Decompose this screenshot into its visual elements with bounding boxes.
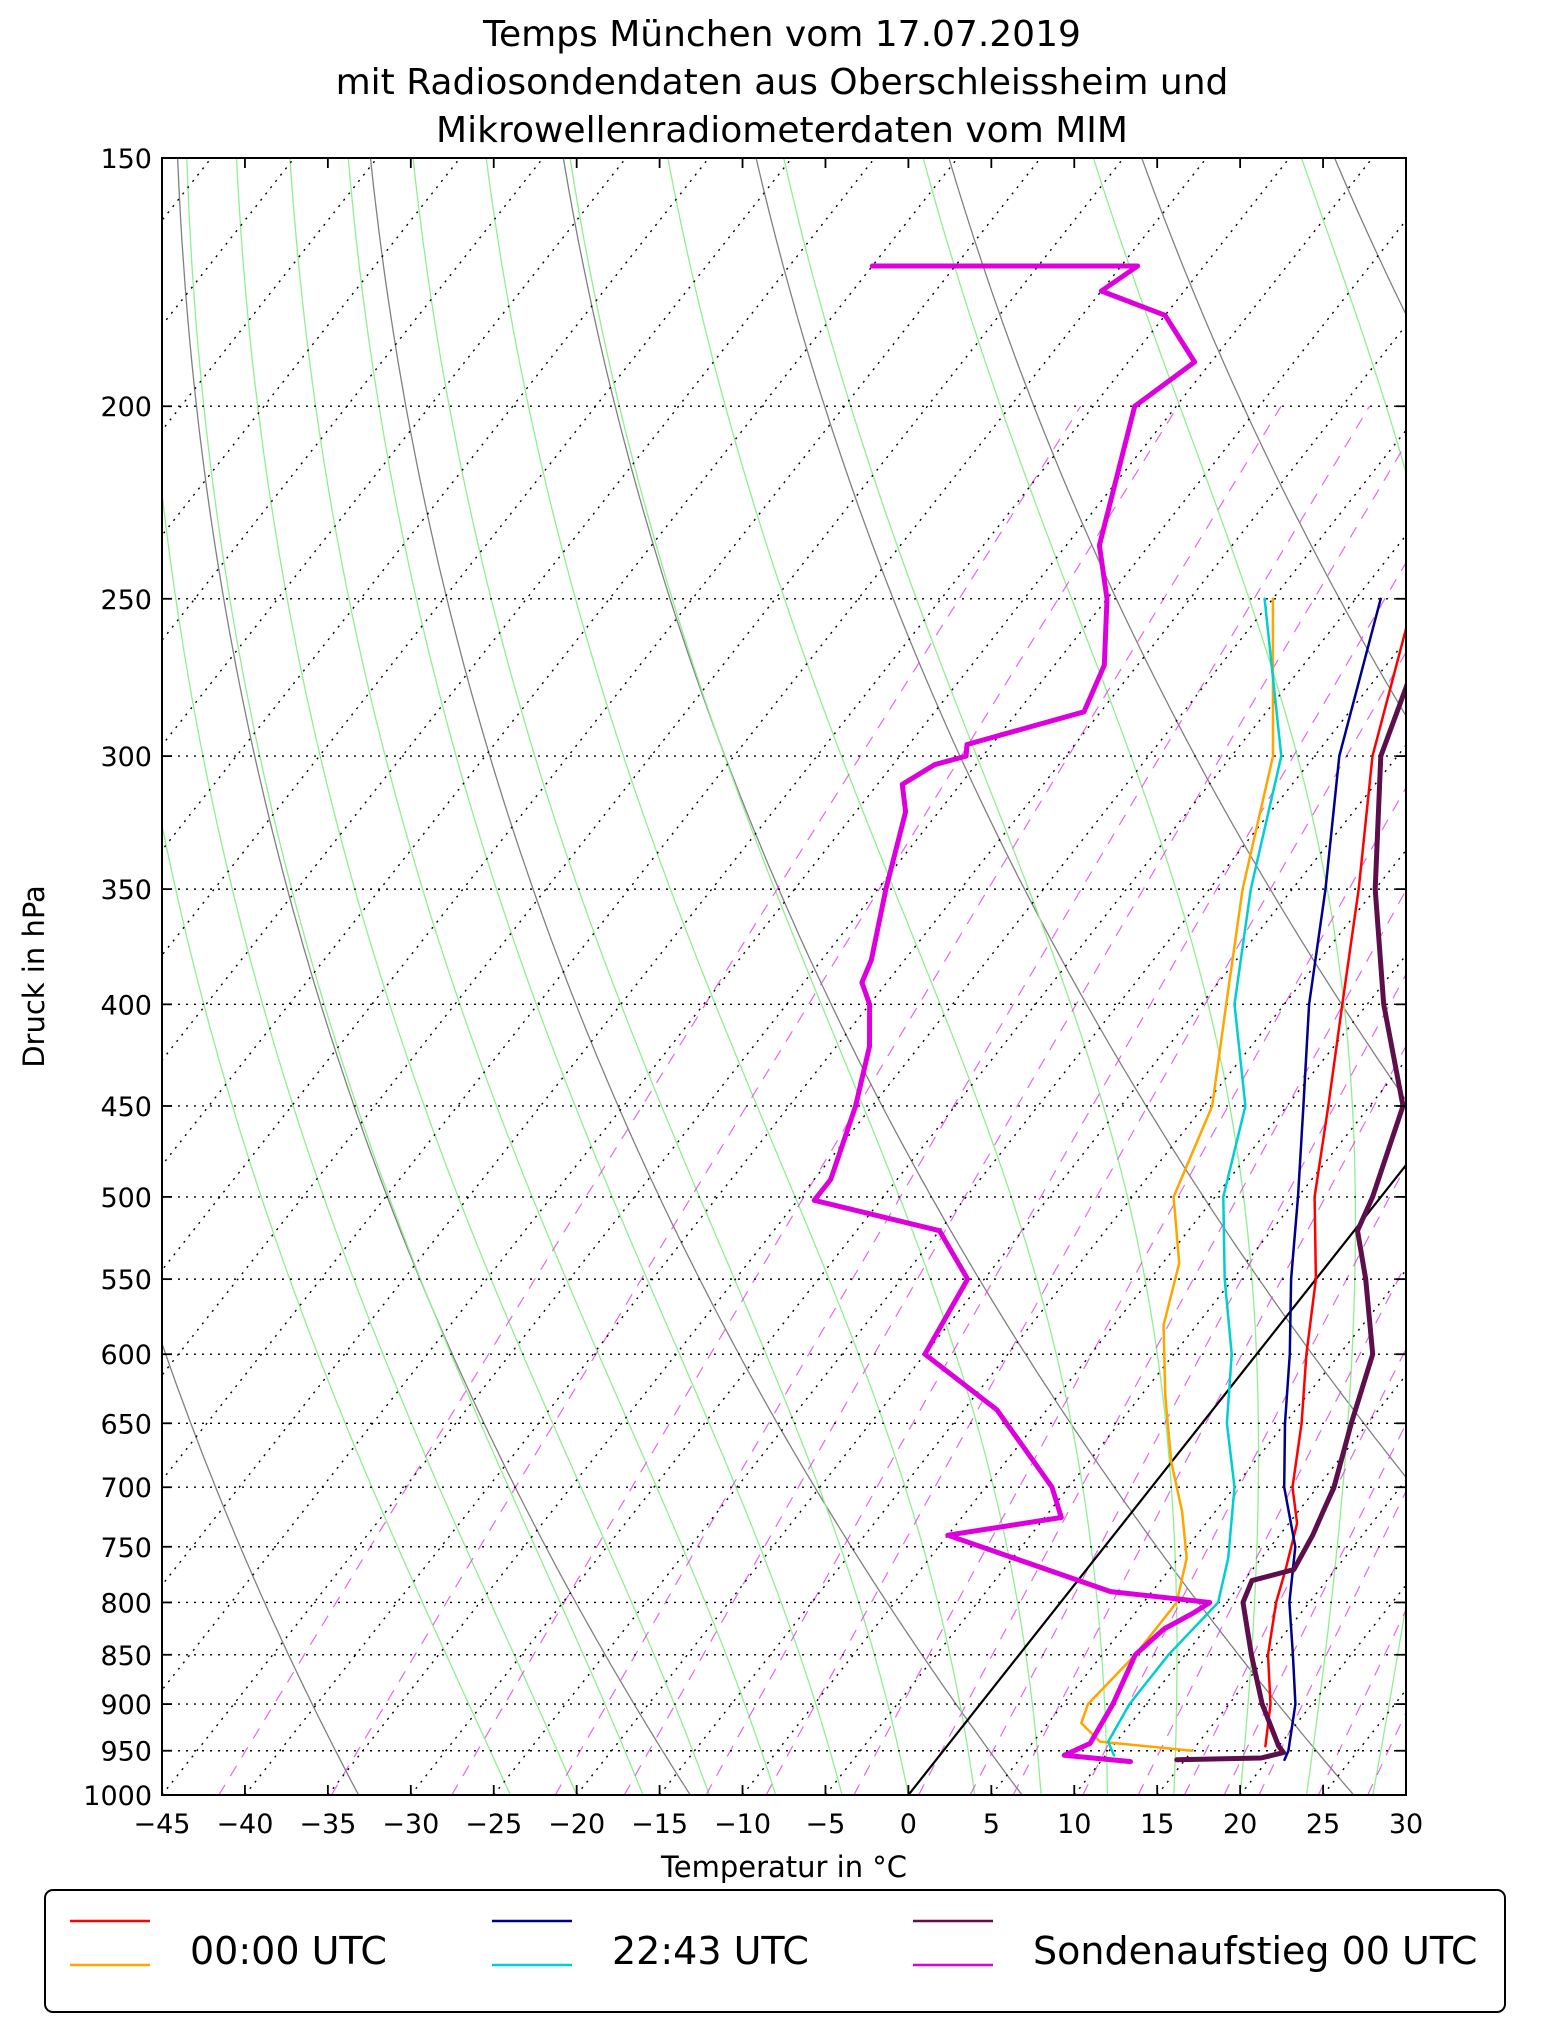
chart-title-line-3: Mikrowellenradiometerdaten vom MIM [436,110,1128,151]
x-tick-label: 15 [1140,1809,1174,1840]
moist-adiabat-line [413,158,908,1795]
mixing-ratio-line [1410,406,1542,1795]
moist-adiabat-line [486,158,975,1795]
isotherm-line [1240,158,1542,1795]
mixing-ratio-line [970,406,1542,1795]
y-tick-label: 600 [100,1340,152,1371]
mixing-ratio-line [624,406,1428,1795]
y-tick-label: 700 [100,1473,152,1504]
moist-adiabat-line [1302,158,1472,1795]
isotherm-line [0,158,1289,1795]
isotherm-line [825,158,1542,1795]
isotherm-line [0,158,1123,1795]
isotherm-line [1074,158,1542,1795]
y-tick-label: 500 [100,1183,152,1214]
isotherm-line [1157,158,1542,1795]
y-tick-label: 200 [100,392,152,423]
x-tick-label: 10 [1057,1809,1091,1840]
isotherm-line [991,158,1542,1795]
x-tick-label: −15 [631,1809,688,1840]
x-tick-label: 5 [983,1809,1000,1840]
isotherm-line [79,158,1372,1795]
moist-adiabat-line [140,158,577,1795]
x-axis-label: Temperatur in °C [660,1850,907,1884]
isotherm-line [577,158,1542,1795]
dry-adiabat-line [1513,129,1542,1795]
isotherm-line [0,158,543,1795]
x-tick-label: −5 [806,1809,846,1840]
legend-label-2243-utc: 22:43 UTC [612,1929,809,1973]
isotherm-line [0,158,1041,1795]
dry-adiabat-line [559,129,1354,1795]
y-tick-label: 400 [100,990,152,1021]
dry-adiabat-line [0,129,359,1795]
y-tick-label: 800 [100,1588,152,1619]
dry-adiabat-line [1131,129,1542,1795]
x-tick-label: −20 [548,1809,605,1840]
y-axis-label: Druck in hPa [17,885,51,1068]
series-dewpoint-line [1081,599,1273,1751]
x-tick-label: −40 [216,1809,273,1840]
moist-adiabat-line [668,158,1108,1795]
y-tick-label: 750 [100,1533,152,1564]
y-tick-label: 150 [100,144,152,175]
isotherm-line [660,158,1542,1795]
legend: 00:00 UTC 22:43 UTC Sondenaufstieg 00 UT… [45,1890,1505,2012]
y-tick-label: 850 [100,1641,152,1672]
moist-adiabat-line [1439,158,1542,1795]
moist-adiabat-line [1506,158,1542,1795]
moist-adiabat-line [290,158,776,1795]
chart-title: Temps München vom 17.07.2019 mit Radioso… [336,14,1229,151]
isotherm-line [411,158,1542,1795]
moist-adiabat-line [237,158,710,1795]
x-tick-label: 0 [900,1809,917,1840]
series-temperature-line [1284,599,1381,1760]
isotherm-line [1406,158,1542,1795]
y-tick-label: 450 [100,1092,152,1123]
y-tick-label: 250 [100,585,152,616]
mixing-ratio-line [1138,406,1542,1795]
mixing-ratio-line [1368,406,1542,1795]
x-tick-label: −25 [465,1809,522,1840]
y-tick-label: 650 [100,1409,152,1440]
mixing-ratio-line [1447,406,1542,1795]
data-series [814,158,1542,1762]
x-tick-label: −10 [714,1809,771,1840]
isotherm-line [0,158,1206,1795]
y-tick-label: 300 [100,742,152,773]
x-tick-label: −30 [382,1809,439,1840]
x-tick-label: 20 [1223,1809,1257,1840]
moist-adiabat-line [1093,158,1355,1795]
chart-title-line-2: mit Radiosondendaten aus Oberschleisshei… [336,62,1229,103]
x-tick-label: −45 [134,1809,191,1840]
mixing-ratio-line [1083,406,1542,1795]
background-lines [0,129,1542,1795]
y-tick-label: 550 [100,1265,152,1296]
y-tick-label: 900 [100,1690,152,1721]
moist-adiabat-line [784,158,1177,1795]
chart-title-line-1: Temps München vom 17.07.2019 [482,14,1081,55]
legend-label-sondenaufstieg: Sondenaufstieg 00 UTC [1033,1929,1477,1973]
moist-adiabat-line [923,158,1258,1795]
x-tick-label: 30 [1389,1809,1423,1840]
moist-adiabat-line [570,158,1041,1795]
plot-frame [162,158,1406,1795]
y-tick-label: 950 [100,1737,152,1768]
legend-label-0000-utc: 00:00 UTC [190,1929,387,1973]
y-tick-label: 350 [100,875,152,906]
isotherm-line [0,158,460,1795]
y-tick-label: 1000 [83,1781,152,1812]
x-tick-label: −35 [299,1809,356,1840]
zero-isotherm-line [908,158,1542,1795]
moist-adiabat-line [348,158,842,1795]
isotherm-line [0,158,626,1795]
isotherm-line [1323,158,1542,1795]
isotherm-line [908,158,1542,1795]
dry-adiabat-line [1322,129,1542,1795]
series-temperature-line [1265,599,1414,1746]
x-tick-label: 25 [1306,1809,1340,1840]
isotherm-line [0,158,377,1795]
